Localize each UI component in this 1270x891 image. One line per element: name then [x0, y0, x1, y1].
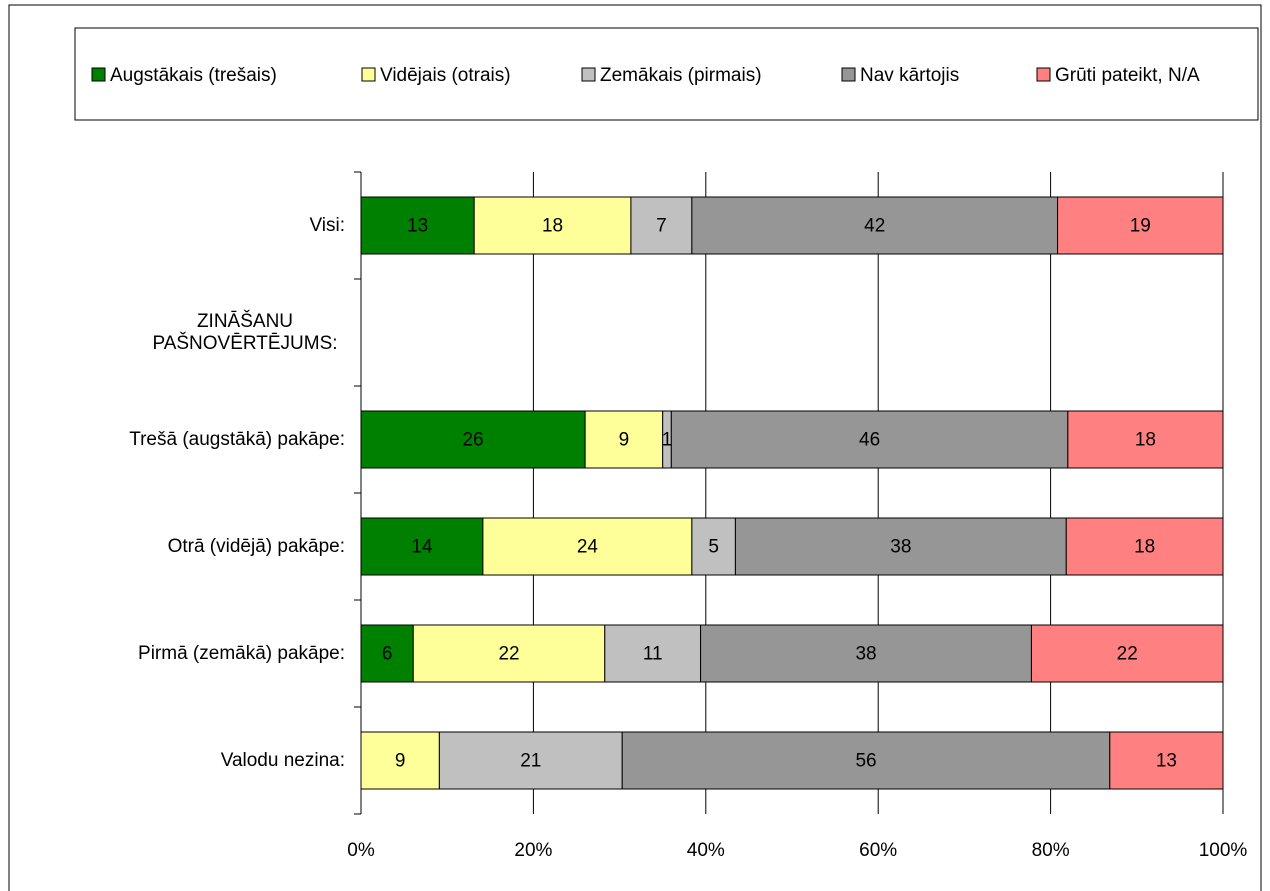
y-tick-label: Visi: — [309, 214, 345, 236]
y-tick-label: ZINĀŠANU PAŠNOVĒRTĒJUMS: — [152, 310, 338, 354]
data-label: 9 — [395, 751, 406, 772]
legend-swatch — [361, 67, 376, 82]
bar-segment — [604, 624, 702, 683]
y-tick-label-box: ZINĀŠANU PAŠNOVĒRTĒJUMS: — [145, 279, 345, 386]
data-label: 42 — [864, 216, 885, 237]
bar-segment — [473, 196, 632, 255]
y-tick-label-box: Otrā (vidējā) pakāpe: — [168, 493, 345, 600]
data-label: 5 — [708, 537, 719, 558]
bar-segment — [360, 624, 414, 683]
x-tick-label: 100% — [1199, 840, 1248, 861]
legend-box — [74, 27, 1259, 121]
bar-segment — [1065, 517, 1224, 576]
y-tick-label: Pirmā (zemākā) pakāpe: — [138, 642, 345, 664]
bar-segment — [691, 196, 1059, 255]
plot-area — [361, 172, 1223, 814]
data-label: 1 — [662, 430, 673, 451]
legend-label: Grūti pateikt, N/A — [1055, 65, 1200, 86]
data-label: 11 — [643, 644, 663, 665]
y-tick-label: Otrā (vidējā) pakāpe: — [167, 535, 345, 557]
legend-label: Nav kārtojis — [860, 65, 959, 86]
x-tick-label: 20% — [514, 840, 552, 861]
data-label: 22 — [1117, 644, 1138, 665]
data-label: 9 — [619, 430, 630, 451]
y-tick-label: Trešā (augstākā) pakāpe: — [129, 428, 345, 450]
data-label: 21 — [520, 751, 541, 772]
x-tick-label: 80% — [1032, 840, 1070, 861]
bar-segment — [621, 731, 1111, 790]
bar-segment — [438, 731, 623, 790]
data-label: 13 — [1156, 751, 1177, 772]
bar-segment — [734, 517, 1067, 576]
legend-label: Augstākais (trešais) — [110, 65, 277, 86]
bar-segment — [482, 517, 693, 576]
legend-swatch — [91, 67, 106, 82]
bar-segment — [1057, 196, 1224, 255]
legend-label: Zemākais (pirmais) — [600, 65, 762, 86]
data-label: 22 — [498, 644, 519, 665]
bar-segment — [412, 624, 606, 683]
data-label: 46 — [859, 430, 880, 451]
bar-segment — [670, 410, 1069, 469]
data-label: 6 — [382, 644, 393, 665]
y-tick-label: Valodu nezina: — [220, 749, 345, 771]
bar-segment — [1109, 731, 1224, 790]
y-tick-label-box: Trešā (augstākā) pakāpe: — [129, 386, 345, 493]
data-label: 14 — [411, 537, 433, 558]
y-tick-label-box: Pirmā (zemākā) pakāpe: — [138, 600, 345, 707]
bar-segment — [700, 624, 1032, 683]
data-label: 19 — [1130, 216, 1151, 237]
data-label: 18 — [1135, 430, 1156, 451]
x-tick-label: 0% — [347, 840, 375, 861]
x-tick-label: 40% — [687, 840, 725, 861]
legend-swatch — [841, 67, 856, 82]
y-tick-label-box: Valodu nezina: — [221, 707, 345, 814]
bar-segment — [630, 196, 693, 255]
data-label: 38 — [890, 537, 911, 558]
data-label: 56 — [855, 751, 876, 772]
bar-segment — [360, 410, 586, 469]
data-label: 24 — [577, 537, 599, 558]
data-label: 18 — [1134, 537, 1155, 558]
legend-label: Vidējais (otrais) — [380, 65, 511, 86]
data-label: 26 — [462, 430, 483, 451]
legend-swatch — [1036, 67, 1051, 82]
data-label: 13 — [407, 216, 428, 237]
x-tick-label: 60% — [859, 840, 897, 861]
bar-segment — [1067, 410, 1224, 469]
data-label: 38 — [855, 644, 876, 665]
legend-swatch — [581, 67, 596, 82]
y-tick-label-box: Visi: — [309, 172, 345, 279]
data-label: 18 — [542, 216, 563, 237]
bar-segment — [360, 517, 484, 576]
data-label: 7 — [656, 216, 667, 237]
bar-segment — [1030, 624, 1224, 683]
